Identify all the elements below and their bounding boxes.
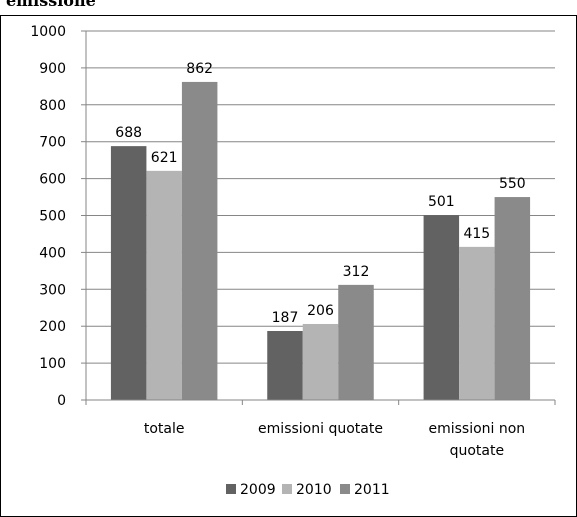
- y-tick-label-400: 400: [39, 245, 66, 261]
- legend: 2009 2010 2011: [226, 482, 390, 498]
- legend-swatch-2010: [282, 484, 292, 494]
- bar-2009-2: [423, 215, 460, 400]
- data-label-2009-1: 187: [272, 310, 299, 326]
- bars: [110, 81, 531, 400]
- data-label-2009-0: 688: [115, 125, 142, 141]
- data-label-2009-2: 501: [428, 194, 455, 210]
- legend-label-2011: 2011: [354, 482, 390, 498]
- bar-2009-1: [267, 330, 303, 400]
- data-labels: 688 621 862 187 206 312 501 415 550: [115, 61, 525, 326]
- legend-label-2010: 2010: [296, 482, 332, 498]
- data-label-2010-1: 206: [307, 303, 334, 319]
- category-label-0-line-0: totale: [144, 421, 185, 437]
- y-tick-label-100: 100: [39, 356, 66, 372]
- data-label-2011-2: 550: [499, 176, 526, 192]
- legend-label-2009: 2009: [240, 482, 276, 498]
- bar-2010-2: [459, 246, 495, 400]
- axes: 0 100 200 300 400 500 600 700 800 900 1000 totale em…: [30, 24, 556, 459]
- bar-2011-2: [494, 197, 531, 400]
- legend-swatch-2009: [226, 484, 236, 494]
- y-tick-label-900: 900: [39, 61, 66, 77]
- data-label-2010-2: 415: [463, 226, 490, 242]
- y-tick-label-200: 200: [39, 319, 66, 335]
- legend-swatch-2011: [340, 484, 350, 494]
- y-tick-label-600: 600: [39, 172, 66, 188]
- y-tick-label-500: 500: [39, 209, 66, 225]
- y-tick-label-700: 700: [39, 135, 66, 151]
- bar-2010-0: [146, 170, 182, 400]
- bar-2009-0: [110, 146, 147, 400]
- y-tick-label-300: 300: [39, 282, 66, 298]
- category-label-1-line-0: emissioni quotate: [258, 421, 383, 437]
- data-label-2011-1: 312: [343, 264, 370, 280]
- bar-2011-0: [181, 81, 218, 400]
- data-label-2010-0: 621: [151, 150, 178, 166]
- category-label-2-line-0: emissioni non: [428, 421, 525, 437]
- clipped-title: emissione: [6, 0, 96, 10]
- data-label-2011-0: 862: [186, 61, 213, 77]
- category-label-2-line-1: quotate: [450, 443, 505, 459]
- bar-2011-1: [338, 284, 374, 400]
- bar-2010-1: [302, 323, 339, 400]
- y-tick-label-1000: 1000: [30, 24, 66, 40]
- y-tick-label-0: 0: [57, 393, 66, 409]
- y-tick-label-800: 800: [39, 98, 66, 114]
